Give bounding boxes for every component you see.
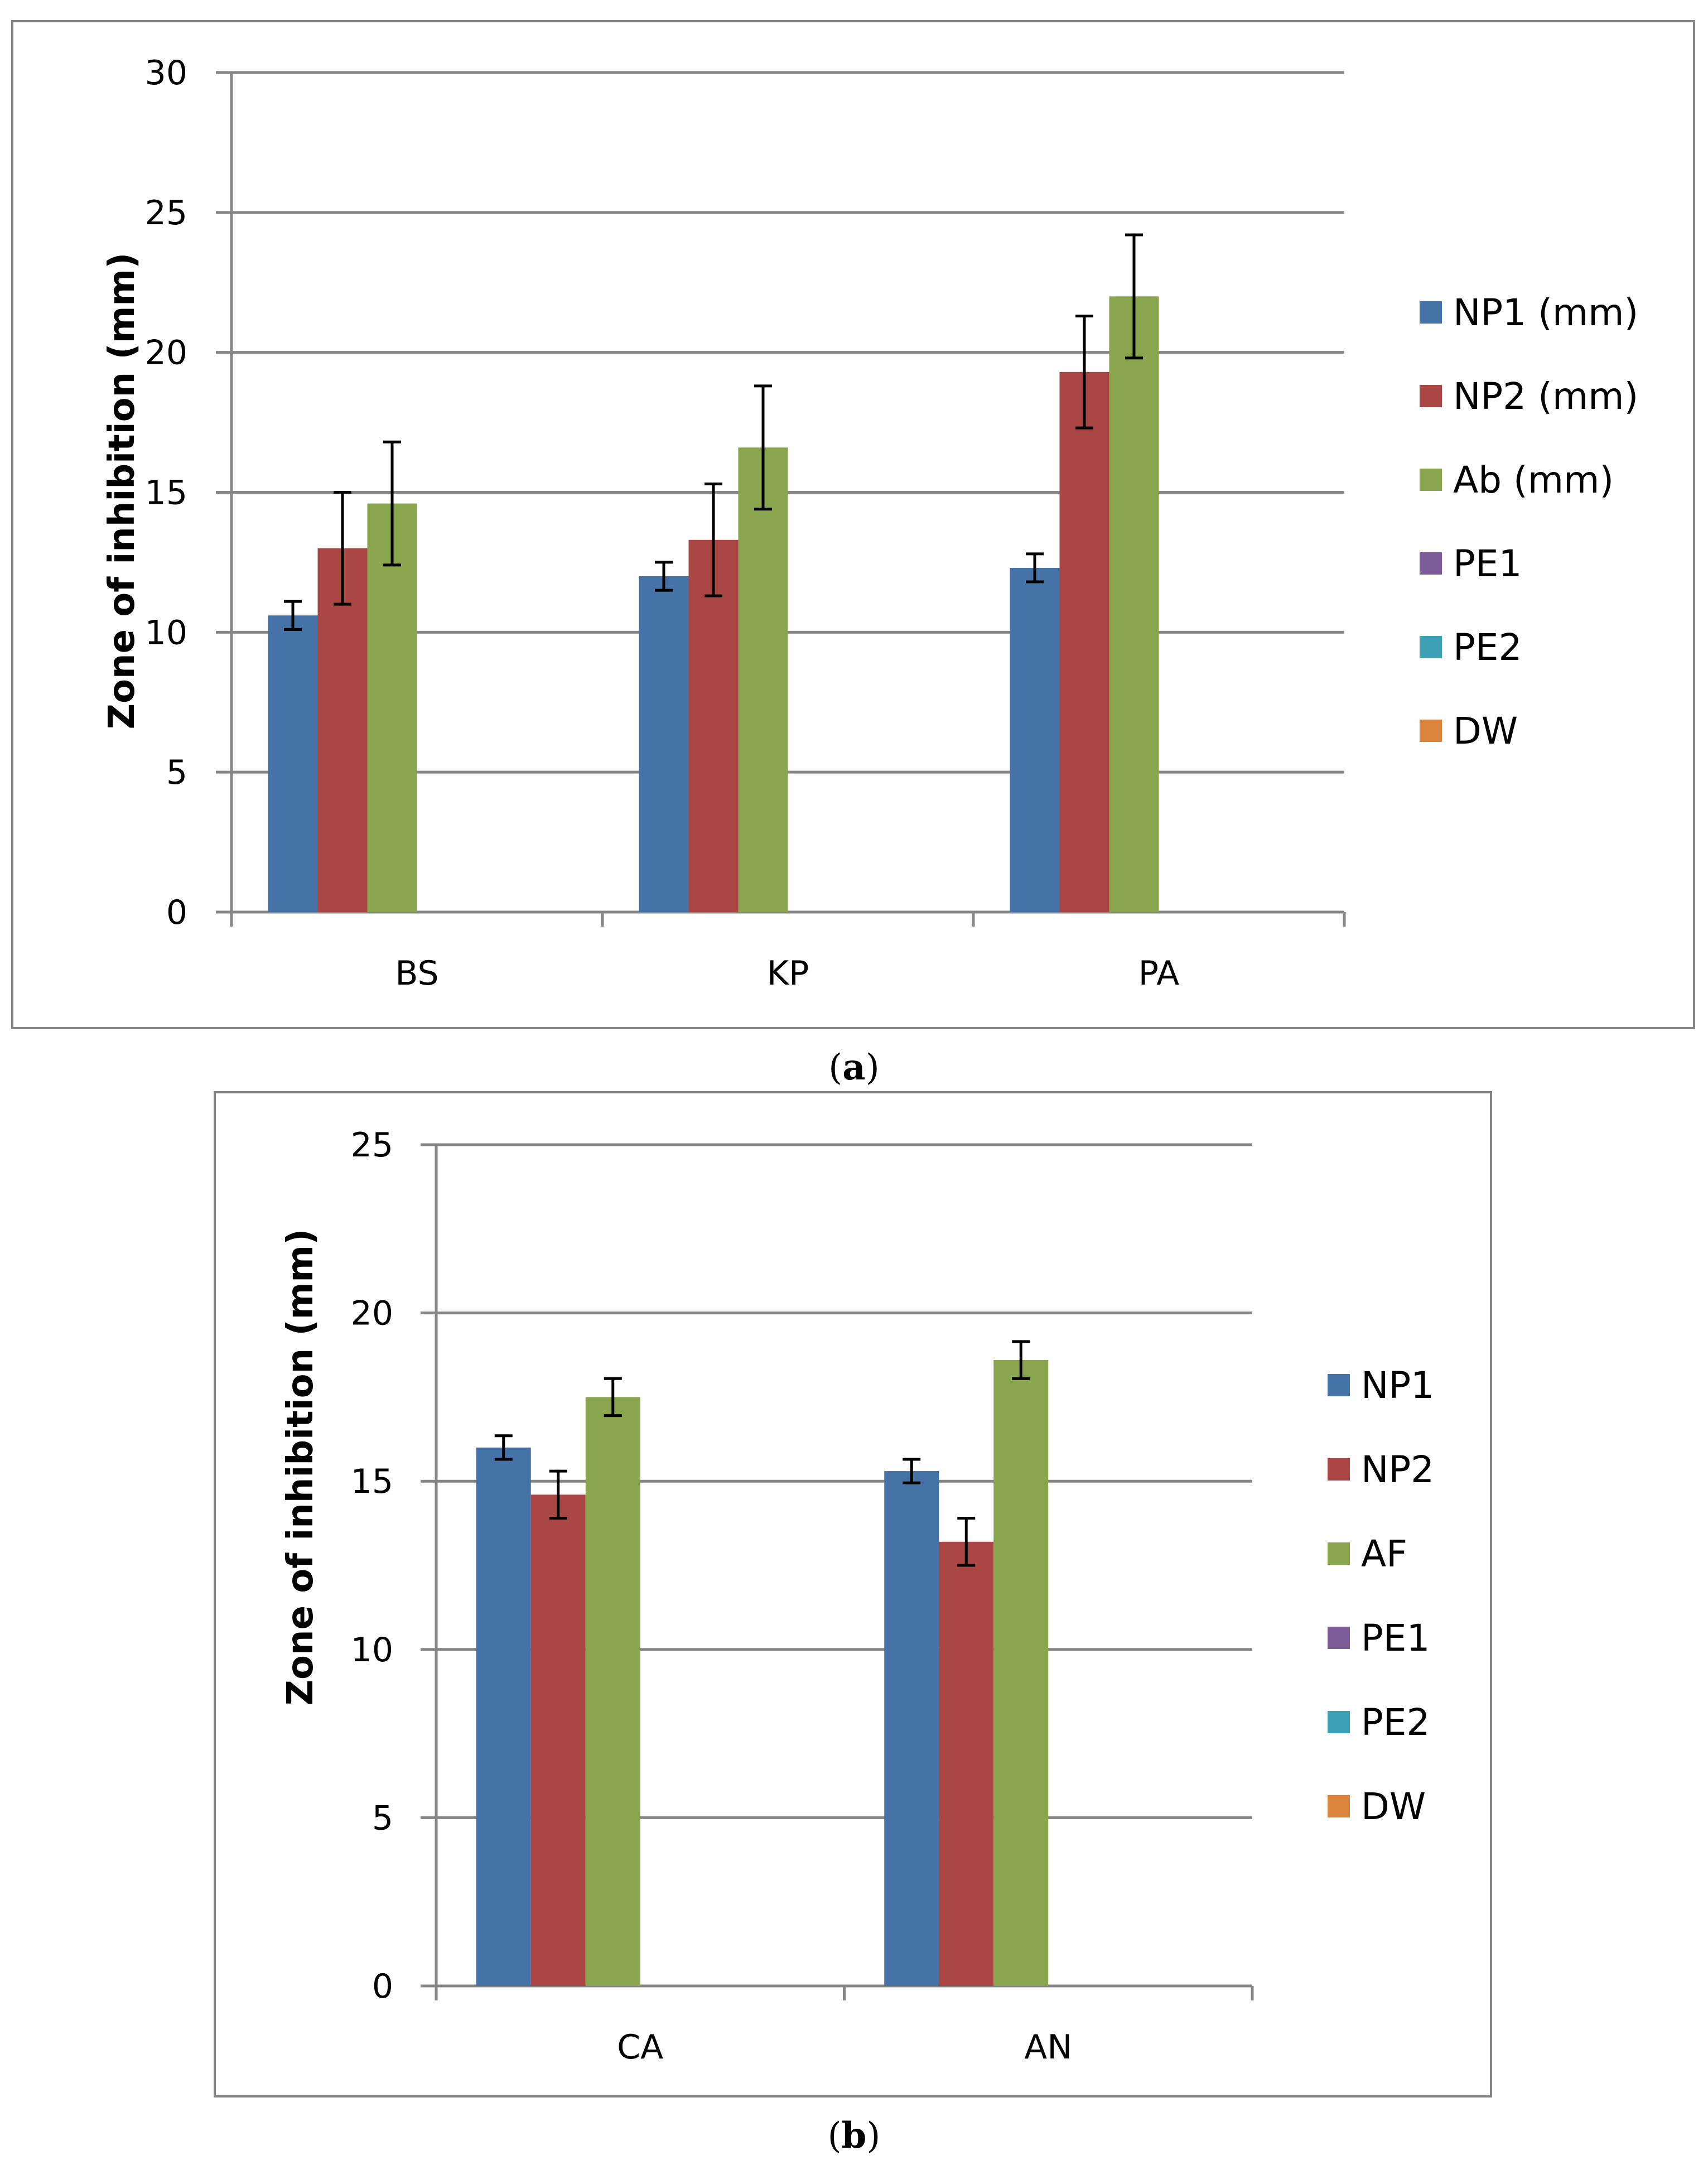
panel-a-bar-np1: [268, 615, 318, 912]
panel-a-y-tick-label: 15: [145, 474, 187, 513]
panel-a-category-label: BS: [395, 954, 438, 993]
panel-a-frame: [11, 20, 1695, 1029]
panel-b-legend-label: AF: [1361, 1532, 1407, 1575]
panel-b-plot-area: 0 5 10 15 20 25 CA AN: [351, 1126, 1254, 2067]
panel-b-bar-np1: [476, 1447, 531, 1986]
panel-a-legend-label: PE1: [1453, 542, 1522, 585]
panel-a-y-axis-label: Zone of inhibition (mm): [102, 253, 143, 730]
panel-b-frame: [214, 1091, 1492, 2098]
panel-b-y-axis-label: Zone of inhibition (mm): [280, 1229, 321, 1706]
panel-b-legend-swatch-pe1: [1328, 1627, 1350, 1649]
panel-b-bar-ab: [993, 1360, 1049, 1986]
panel-a-legend-label: NP2 (mm): [1453, 375, 1638, 418]
panel-b-legend-label: PE2: [1361, 1701, 1430, 1744]
panel-a-bar-np1: [1010, 567, 1060, 912]
panel-a-y-tick-label: 5: [166, 753, 187, 792]
panel-a-y-tick-label: 30: [145, 54, 187, 93]
panel-a-category-label: KP: [767, 954, 809, 993]
panel-b-caption: (b): [828, 2115, 881, 2157]
panel-a-legend-label: PE2: [1453, 626, 1522, 669]
panel-b-legend-swatch-dw: [1328, 1795, 1350, 1817]
panel-a-bar-np2: [688, 539, 739, 912]
panel-b-legend-label: NP1: [1361, 1364, 1434, 1407]
panel-a-legend-swatch-np1: [1420, 301, 1442, 324]
panel-a-legend-label: NP1 (mm): [1453, 291, 1638, 334]
panel-a-caption: (a): [828, 1047, 879, 1088]
panel-b-bar-np1: [884, 1471, 939, 1986]
panel-a-bar-ab: [1109, 296, 1159, 913]
panel-b-bar-ab: [585, 1397, 640, 1986]
panel-b-category-label: AN: [1024, 2028, 1072, 2067]
panel-a-y-tick-label: 0: [166, 893, 187, 932]
panel-a-bar-np2: [1059, 372, 1109, 912]
panel-a-legend-swatch-np2: [1420, 385, 1442, 407]
panel-a-legend-swatch-pe1: [1420, 552, 1442, 575]
panel-a-legend-swatch-dw: [1420, 720, 1442, 742]
panel-b-y-tick-label: 20: [351, 1294, 393, 1333]
panel-a-caption-label: a: [842, 1047, 865, 1088]
panel-a-legend: NP1 (mm) NP2 (mm) Ab (mm) PE1 PE2 DW: [1420, 291, 1638, 753]
panel-b-legend-label: PE1: [1361, 1617, 1430, 1660]
panel-b-y-tick-label: 25: [351, 1126, 393, 1165]
panel-a-plot-area: 0 5 10 15 20 25 30 BS KP PA: [145, 54, 1346, 993]
panel-a-bar-ab: [367, 503, 417, 912]
panel-b-legend-label: NP2: [1361, 1448, 1434, 1491]
panel-b-legend-swatch-ab: [1328, 1542, 1350, 1565]
panel-a-bar-ab: [738, 447, 788, 912]
panel-a-y-tick-label: 10: [145, 613, 187, 652]
panel-b-legend: NP1 NP2 AF PE1 PE2 DW: [1328, 1364, 1434, 1828]
panel-a-legend-label: Ab (mm): [1453, 459, 1614, 502]
panel-a-bar-np2: [317, 548, 368, 912]
panel-b-caption-label: b: [842, 2115, 867, 2157]
panel-b-legend-swatch-pe2: [1328, 1711, 1350, 1733]
panel-b-legend-label: DW: [1361, 1785, 1426, 1828]
panel-b-legend-swatch-np2: [1328, 1458, 1350, 1481]
panel-b-y-tick-label: 15: [351, 1462, 393, 1501]
panel-a-legend-swatch-ab: [1420, 469, 1442, 491]
panel-b-category-label: CA: [617, 2028, 663, 2067]
panel-a-bar-np1: [639, 576, 689, 912]
panel-b-bar-np2: [939, 1541, 994, 1986]
panel-b-y-tick-label: 5: [372, 1798, 393, 1838]
panel-b-bar-np2: [530, 1494, 586, 1986]
panel-a-legend-label: DW: [1453, 710, 1518, 753]
panel-b-legend-swatch-np1: [1328, 1374, 1350, 1396]
panel-b-y-tick-label: 0: [372, 1967, 393, 2006]
panel-a-y-tick-label: 25: [145, 194, 187, 233]
panel-a-y-tick-label: 20: [145, 334, 187, 373]
panel-b-y-tick-label: 10: [351, 1631, 393, 1670]
panel-a-legend-swatch-pe2: [1420, 636, 1442, 658]
panel-a: 0 5 10 15 20 25 30 BS KP PA Zone of inhibition (m…: [11, 20, 1695, 1029]
panel-a-category-label: PA: [1138, 954, 1179, 993]
panel-b: 0 5 10 15 20 25 CA AN Zone of inhibition (mm) N…: [214, 1091, 1492, 2098]
